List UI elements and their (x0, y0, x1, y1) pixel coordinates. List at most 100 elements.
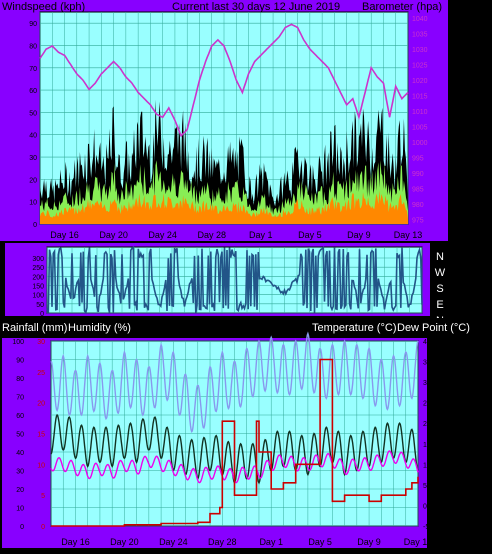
x-tick-label: Day 24 (159, 537, 188, 547)
temperature-humidity-panel: 0 10 20 30 40 50 60 70 80 90 100 0 5 10 15 20 25 30 -5 0 5 10… (0, 318, 492, 554)
rainfall-tick-label: 10 (37, 462, 45, 469)
humidity-tick-label: 0 (20, 524, 24, 531)
temperature-tick-label: 15 (423, 442, 431, 449)
x-tick-label: Day 9 (357, 537, 381, 547)
x-tick-label: Day 1 (249, 230, 273, 240)
left-tick-label: 50 (29, 110, 37, 117)
barometer-axis-label: Barometer (hpa) (362, 1, 442, 13)
tick-labels: 0 50 100 150 200 250 300 (32, 256, 44, 318)
left-tick-label: 150 (32, 284, 44, 291)
temperature-tick-label: 5 (423, 483, 427, 490)
dewpoint-axis-label: Dew Point (°C) (397, 322, 470, 334)
windspeed-axis-label: Windspeed (kph) (2, 1, 85, 13)
right-tick-label: 995 (412, 155, 424, 162)
right-tick-label: 990 (412, 171, 424, 178)
rainfall-tick-label: 5 (41, 493, 45, 500)
left-tick-label: 30 (29, 155, 37, 162)
direction-series (46, 245, 423, 315)
x-tick-label: Day 16 (61, 537, 90, 547)
rainfall-tick-label: 30 (37, 339, 45, 346)
left-tick-label: 200 (32, 274, 44, 281)
humidity-tick-label: 70 (16, 395, 24, 402)
temperature-tick-label: 30 (423, 380, 431, 387)
x-tick-label: Day 13 (404, 537, 433, 547)
left-tick-label: 50 (36, 302, 44, 309)
x-tick-label: Day 20 (110, 537, 139, 547)
left-tick-label: 40 (29, 133, 37, 140)
right-tick-label: 975 (412, 217, 424, 224)
temperature-tick-label: 40 (423, 339, 431, 346)
x-tick-label: Day 5 (308, 537, 332, 547)
humidity-axis-label: Humidity (%) (68, 322, 131, 334)
humidity-tick-label: 20 (16, 487, 24, 494)
wind-bars (40, 99, 408, 224)
x-tick-label: Day 28 (197, 230, 226, 240)
left-tick-label: 90 (29, 21, 37, 28)
tick-labels: 0102030405060708090975980985990995100010… (29, 16, 427, 240)
humidity-line (50, 331, 419, 433)
humidity-tick-label: 10 (16, 506, 24, 513)
right-tick-label: 1030 (412, 47, 428, 54)
right-tick-label: 1005 (412, 125, 428, 132)
left-tick-label: 60 (29, 88, 37, 95)
temperature-tick-label: 20 (423, 421, 431, 428)
temperature-tick-label: 25 (423, 401, 431, 408)
compass-label: E (436, 299, 443, 311)
x-tick-label: Day 5 (298, 230, 322, 240)
right-tick-label: 1000 (412, 140, 428, 147)
x-tick-label: Day 9 (347, 230, 371, 240)
right-tick-label: 1010 (412, 109, 428, 116)
barometer-line (39, 23, 409, 138)
rainfall-tick-label: 20 (37, 401, 45, 408)
x-tick-label: Day 16 (50, 230, 79, 240)
left-tick-label: 70 (29, 66, 37, 73)
rainfall-tick-label: 0 (41, 524, 45, 531)
humidity-tick-label: 60 (16, 413, 24, 420)
left-tick-label: 20 (29, 177, 37, 184)
left-tick-label: 80 (29, 43, 37, 50)
chart-title: Current last 30 days 12 June 2019 (172, 1, 340, 13)
right-tick-label: 1040 (412, 16, 428, 23)
left-tick-label: 250 (32, 265, 44, 272)
right-tick-label: 985 (412, 186, 424, 193)
humidity-tick-label: 80 (16, 376, 24, 383)
compass-label: W (435, 267, 446, 279)
x-tick-label: Day 20 (99, 230, 128, 240)
rainfall-line (51, 358, 419, 527)
left-tick-label: 0 (33, 222, 37, 229)
x-tick-label: Day 24 (148, 230, 177, 240)
temperature-tick-label: 0 (423, 503, 427, 510)
right-tick-label: 1035 (412, 32, 428, 39)
left-tick-label: 10 (29, 200, 37, 207)
average-wind-bars (40, 190, 408, 224)
compass-label: N (436, 251, 444, 263)
x-tick-label: Day 28 (208, 537, 237, 547)
right-tick-label: 1020 (412, 78, 428, 85)
compass-label: S (436, 283, 443, 295)
rainfall-tick-label: 15 (37, 432, 45, 439)
tick-labels: 0 10 20 30 40 50 60 70 80 90 100 0 5 10 15 20 25 30 -5 0 5 10… (12, 339, 432, 547)
left-tick-label: 100 (32, 293, 44, 300)
x-tick-label: Day 13 (394, 230, 423, 240)
left-tick-label: 300 (32, 256, 44, 263)
temperature-tick-label: 10 (423, 462, 431, 469)
left-tick-label: 0 (40, 311, 44, 318)
humidity-tick-label: 30 (16, 469, 24, 476)
rainfall-axis-label: Rainfall (mm) (2, 322, 67, 334)
right-tick-label: 1025 (412, 63, 428, 70)
temperature-axis-label: Temperature (°C) (312, 322, 396, 334)
temperature-tick-label: -5 (423, 524, 429, 531)
x-tick-label: Day 1 (259, 537, 283, 547)
wind-barometer-panel: 0102030405060708090975980985990995100010… (0, 0, 448, 241)
humidity-tick-label: 50 (16, 432, 24, 439)
humidity-tick-label: 40 (16, 450, 24, 457)
humidity-tick-label: 100 (12, 339, 24, 346)
temperature-tick-label: 35 (423, 360, 431, 367)
humidity-tick-label: 90 (16, 358, 24, 365)
right-tick-label: 1015 (412, 94, 428, 101)
rainfall-tick-label: 25 (37, 370, 45, 377)
right-tick-label: 980 (412, 202, 424, 209)
windspeed-bars (40, 160, 408, 224)
